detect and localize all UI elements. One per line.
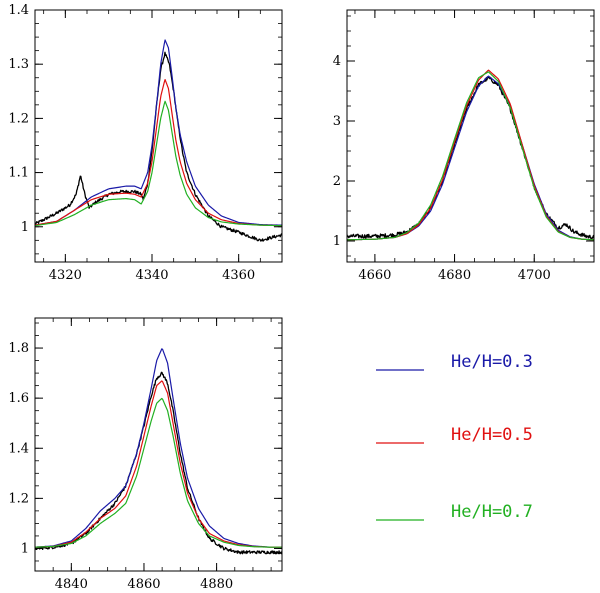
y-tick-label: 3 — [333, 114, 341, 129]
y-tick-label: 1.6 — [8, 391, 29, 406]
y-tick-label: 1 — [21, 220, 29, 235]
x-tick-label: 4840 — [55, 577, 88, 592]
x-tick-label: 4320 — [49, 268, 82, 283]
panel-top-right: 4660 4680 4700 1 2 3 4 — [333, 9, 595, 283]
series-group — [35, 39, 282, 242]
series-group — [35, 348, 282, 555]
plot-frame — [34, 317, 283, 572]
y-tick-label: 1.4 — [8, 441, 29, 456]
panel-bottom-left: 4840 4860 4880 1 1.2 1.4 1.6 1.8 — [8, 317, 283, 592]
y-tick-label: 2 — [333, 174, 341, 189]
plot-frame — [346, 9, 595, 263]
model-line-he-h-0-7 — [347, 71, 594, 241]
model-line-he-h-0-7 — [35, 397, 282, 548]
y-tick-label: 1.2 — [8, 111, 29, 126]
x-tick-label: 4360 — [222, 268, 255, 283]
legend-label: He/H=0.3 — [451, 352, 533, 372]
y-tick-label: 1.1 — [8, 166, 29, 181]
y-tick-label: 1.2 — [8, 491, 29, 506]
y-tick-label: 1.3 — [8, 57, 29, 72]
model-line-he-h-0-5 — [35, 78, 282, 227]
x-tick-label: 4700 — [518, 268, 551, 283]
x-tick-label: 4860 — [127, 577, 160, 592]
x-tick-label: 4880 — [200, 577, 233, 592]
panel-top-left: 4320 4340 4360 1 1.1 1.2 1.3 1.4 — [8, 3, 283, 283]
x-tick-label: 4340 — [135, 268, 168, 283]
x-tick-label: 4660 — [358, 268, 391, 283]
observed-spectrum-line — [347, 76, 594, 240]
legend-label: He/H=0.7 — [451, 502, 533, 522]
y-tick-label: 4 — [333, 54, 341, 69]
observed-spectrum-line — [35, 371, 282, 555]
y-tick-label: 1.8 — [8, 341, 29, 356]
series-group — [347, 69, 594, 241]
y-tick-label: 1.4 — [8, 3, 29, 18]
plot-frame — [34, 9, 283, 263]
y-tick-label: 1 — [21, 541, 29, 556]
model-line-he-h-0-7 — [35, 100, 282, 227]
model-line-he-h-0-5 — [35, 380, 282, 548]
legend: He/H=0.3 He/H=0.5 He/H=0.7 — [376, 352, 533, 522]
y-tick-label: 1 — [333, 234, 341, 249]
x-tick-label: 4680 — [438, 268, 471, 283]
model-line-he-h-0-3 — [35, 348, 282, 548]
legend-label: He/H=0.5 — [451, 425, 533, 445]
